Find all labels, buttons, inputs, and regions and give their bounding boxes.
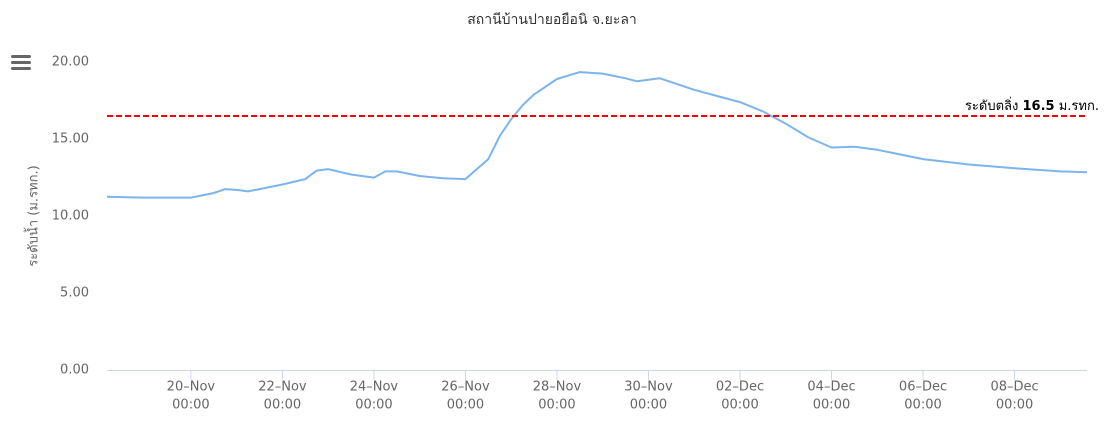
y-tick-label: 10.00 <box>52 209 89 224</box>
x-tick-time: 00:00 <box>538 398 575 413</box>
x-tick-time: 00:00 <box>996 398 1033 413</box>
chart-title: สถานีบ้านปายอยือนิ จ.ยะลา <box>467 12 637 28</box>
x-tick-date: 30–Nov <box>624 380 673 395</box>
menu-button[interactable] <box>11 55 31 70</box>
threshold-suffix: ม.รทก. <box>1059 98 1099 113</box>
x-tick-time: 00:00 <box>904 398 941 413</box>
series-line <box>106 71 1088 199</box>
x-tick-date: 28–Nov <box>533 380 582 395</box>
y-tick-label: 15.00 <box>52 132 89 147</box>
x-tick-date: 26–Nov <box>441 380 490 395</box>
x-tick-time: 00:00 <box>813 398 850 413</box>
y-tick-label: 5.00 <box>60 286 89 301</box>
y-tick-label: 20.00 <box>52 55 89 70</box>
x-tick-time: 00:00 <box>355 398 392 413</box>
x-tick-date: 20–Nov <box>167 380 216 395</box>
x-tick-time: 00:00 <box>721 398 758 413</box>
x-tick-date: 22–Nov <box>258 380 307 395</box>
menu-bar <box>11 61 31 64</box>
y-axis-title: ระดับน้ำ (ม.รทก.) <box>24 165 42 266</box>
x-tick-date: 04–Dec <box>807 380 855 395</box>
threshold-value: 16.5 <box>1023 98 1055 113</box>
x-tick-time: 00:00 <box>264 398 301 413</box>
threshold-prefix: ระดับตลิ่ง <box>965 96 1018 113</box>
x-tick-date: 02–Dec <box>716 380 764 395</box>
x-tick-time: 00:00 <box>630 398 667 413</box>
threshold-label: ระดับตลิ่ง 16.5 ม.รทก. <box>965 96 1099 113</box>
x-tick-time: 00:00 <box>172 398 209 413</box>
x-tick-time: 00:00 <box>447 398 484 413</box>
x-tick-date: 24–Nov <box>350 380 399 395</box>
x-tick-date: 08–Dec <box>990 380 1038 395</box>
x-tick-date: 06–Dec <box>899 380 947 395</box>
menu-bar <box>11 55 31 58</box>
y-tick-label: 0.00 <box>60 363 89 378</box>
menu-bar <box>11 67 31 70</box>
